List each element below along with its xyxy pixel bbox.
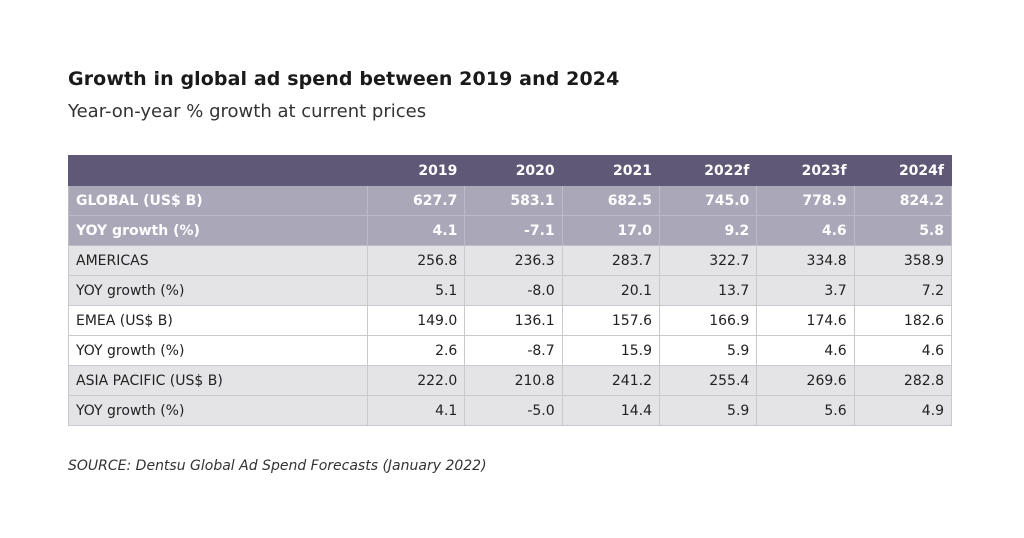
- value-cell: 9.2: [658, 215, 758, 246]
- table-row: YOY growth (%) 2.6 -8.7 15.9 5.9 4.6 4.6: [68, 335, 953, 366]
- value-cell: 269.6: [756, 365, 855, 396]
- value-cell: 157.6: [561, 305, 660, 336]
- value-cell: 149.0: [366, 305, 466, 336]
- table-row: EMEA (US$ B) 149.0 136.1 157.6 166.9 174.6 182…: [68, 305, 953, 336]
- value-cell: 182.6: [853, 305, 953, 336]
- value-cell: 583.1: [464, 185, 563, 216]
- value-cell: 5.9: [658, 395, 758, 426]
- header-cell-empty: [68, 155, 368, 186]
- value-cell: 2.6: [366, 335, 466, 366]
- value-cell: 778.9: [756, 185, 855, 216]
- value-cell: 4.6: [756, 335, 855, 366]
- header-cell-year: 2022f: [658, 155, 758, 186]
- value-cell: 255.4: [658, 365, 758, 396]
- table-row: GLOBAL (US$ B) 627.7 583.1 682.5 745.0 778.9 8…: [68, 185, 953, 216]
- ad-spend-table: 2019 2020 2021 2022f 2023f 2024f GLOBAL (US$ …: [68, 155, 953, 426]
- row-label: ASIA PACIFIC (US$ B): [68, 365, 368, 396]
- table-row: ASIA PACIFIC (US$ B) 222.0 210.8 241.2 255.4…: [68, 365, 953, 396]
- table-row: AMERICAS 256.8 236.3 283.7 322.7 334.8 358.9: [68, 245, 953, 276]
- value-cell: 256.8: [366, 245, 466, 276]
- header-cell-year: 2019: [366, 155, 466, 186]
- value-cell: 7.2: [853, 275, 953, 306]
- value-cell: 136.1: [464, 305, 563, 336]
- header-cell-year: 2023f: [756, 155, 855, 186]
- source-note: SOURCE: Dentsu Global Ad Spend Forecasts…: [68, 458, 487, 474]
- value-cell: 5.9: [658, 335, 758, 366]
- value-cell: 13.7: [658, 275, 758, 306]
- value-cell: 682.5: [561, 185, 660, 216]
- table-row: YOY growth (%) 4.1 -5.0 14.4 5.9 5.6 4.9: [68, 395, 953, 426]
- table-row: YOY growth (%) 4.1 -7.1 17.0 9.2 4.6 5.8: [68, 215, 953, 246]
- header-cell-year: 2024f: [853, 155, 953, 186]
- value-cell: 283.7: [561, 245, 660, 276]
- value-cell: -7.1: [464, 215, 563, 246]
- chart-title: Growth in global ad spend between 2019 a…: [68, 68, 620, 90]
- value-cell: 222.0: [366, 365, 466, 396]
- value-cell: -5.0: [464, 395, 563, 426]
- row-label: YOY growth (%): [68, 215, 368, 246]
- header-cell-year: 2021: [561, 155, 660, 186]
- value-cell: 4.6: [853, 335, 953, 366]
- table-row: YOY growth (%) 5.1 -8.0 20.1 13.7 3.7 7.2: [68, 275, 953, 306]
- value-cell: 4.9: [853, 395, 953, 426]
- row-label: AMERICAS: [68, 245, 368, 276]
- value-cell: 210.8: [464, 365, 563, 396]
- value-cell: 3.7: [756, 275, 855, 306]
- value-cell: 4.6: [756, 215, 855, 246]
- value-cell: 5.8: [853, 215, 953, 246]
- value-cell: 20.1: [561, 275, 660, 306]
- row-label: GLOBAL (US$ B): [68, 185, 368, 216]
- row-label: YOY growth (%): [68, 275, 368, 306]
- value-cell: 14.4: [561, 395, 660, 426]
- chart-subtitle: Year-on-year % growth at current prices: [68, 101, 427, 122]
- value-cell: 166.9: [658, 305, 758, 336]
- table-header-row: 2019 2020 2021 2022f 2023f 2024f: [68, 155, 953, 186]
- value-cell: 358.9: [853, 245, 953, 276]
- value-cell: 5.6: [756, 395, 855, 426]
- value-cell: 17.0: [561, 215, 660, 246]
- value-cell: 4.1: [366, 395, 466, 426]
- value-cell: 4.1: [366, 215, 466, 246]
- value-cell: 241.2: [561, 365, 660, 396]
- value-cell: 174.6: [756, 305, 855, 336]
- value-cell: 745.0: [658, 185, 758, 216]
- row-label: YOY growth (%): [68, 395, 368, 426]
- value-cell: 5.1: [366, 275, 466, 306]
- value-cell: -8.0: [464, 275, 563, 306]
- row-label: YOY growth (%): [68, 335, 368, 366]
- value-cell: 334.8: [756, 245, 855, 276]
- row-label: EMEA (US$ B): [68, 305, 368, 336]
- value-cell: -8.7: [464, 335, 563, 366]
- value-cell: 282.8: [853, 365, 953, 396]
- value-cell: 824.2: [853, 185, 953, 216]
- value-cell: 322.7: [658, 245, 758, 276]
- value-cell: 627.7: [366, 185, 466, 216]
- value-cell: 15.9: [561, 335, 660, 366]
- value-cell: 236.3: [464, 245, 563, 276]
- header-cell-year: 2020: [464, 155, 563, 186]
